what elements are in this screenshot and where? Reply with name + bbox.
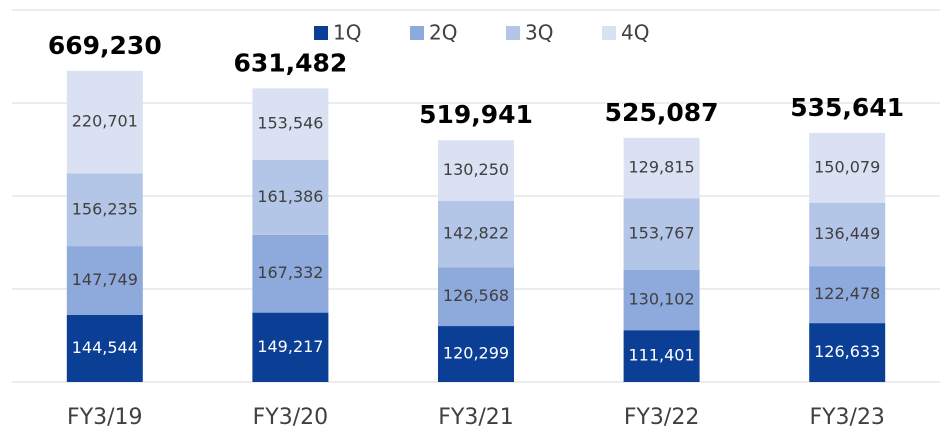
total-label: 525,087 bbox=[605, 98, 719, 127]
data-label: 130,250 bbox=[443, 160, 509, 179]
bar-segment bbox=[623, 198, 700, 270]
bar-segment bbox=[809, 132, 886, 203]
bar-segment bbox=[809, 266, 886, 324]
bar-segment bbox=[252, 88, 329, 160]
data-label: 153,546 bbox=[257, 114, 323, 133]
data-label: 111,401 bbox=[629, 346, 695, 365]
bar-segment bbox=[66, 70, 143, 174]
data-label: 142,822 bbox=[443, 224, 509, 243]
data-label: 156,235 bbox=[72, 199, 138, 218]
total-label: 669,230 bbox=[48, 31, 162, 60]
legend-swatch bbox=[410, 26, 424, 40]
x-tick-label: FY3/23 bbox=[809, 405, 885, 430]
bar-segment bbox=[623, 269, 700, 331]
data-label: 220,701 bbox=[72, 112, 138, 131]
legend-swatch bbox=[602, 26, 616, 40]
bar-segment bbox=[66, 173, 143, 247]
bar-segment bbox=[438, 326, 514, 382]
bar-segment bbox=[66, 246, 143, 315]
x-tick-label: FY3/22 bbox=[624, 405, 700, 430]
x-tick-label: FY3/20 bbox=[253, 405, 329, 430]
bar-segment bbox=[809, 202, 886, 267]
x-tick-label: FY3/21 bbox=[438, 405, 514, 430]
data-label: 161,386 bbox=[257, 187, 323, 206]
total-label: 519,941 bbox=[419, 100, 533, 129]
bar-segment bbox=[438, 140, 514, 201]
bar-segment bbox=[438, 267, 514, 327]
legend-label: 4Q bbox=[621, 21, 649, 45]
bar-segment bbox=[252, 159, 329, 235]
data-label: 153,767 bbox=[629, 223, 695, 242]
data-label: 149,217 bbox=[257, 337, 323, 356]
bar-segment bbox=[623, 137, 700, 199]
data-label: 130,102 bbox=[629, 289, 695, 308]
legend-label: 1Q bbox=[333, 21, 361, 45]
bar-segment bbox=[252, 312, 329, 382]
bar-segment bbox=[252, 234, 329, 313]
bar-segment bbox=[66, 314, 143, 382]
legend-swatch bbox=[314, 26, 328, 40]
data-label: 150,079 bbox=[814, 157, 880, 176]
data-label: 136,449 bbox=[814, 224, 880, 243]
data-label: 147,749 bbox=[72, 270, 138, 289]
data-label: 120,299 bbox=[443, 344, 509, 363]
bar-segment bbox=[438, 200, 514, 268]
data-label: 144,544 bbox=[72, 338, 138, 357]
legend-label: 2Q bbox=[429, 21, 457, 45]
total-label: 535,641 bbox=[790, 93, 904, 122]
data-label: 126,633 bbox=[814, 342, 880, 361]
legend-swatch bbox=[506, 26, 520, 40]
bar-segment bbox=[623, 330, 700, 382]
total-label: 631,482 bbox=[233, 48, 347, 77]
data-label: 126,568 bbox=[443, 286, 509, 305]
data-label: 167,332 bbox=[257, 263, 323, 282]
bar-segment bbox=[809, 323, 886, 382]
x-tick-label: FY3/19 bbox=[67, 405, 143, 430]
legend-label: 3Q bbox=[525, 21, 553, 45]
data-label: 129,815 bbox=[629, 158, 695, 177]
data-label: 122,478 bbox=[814, 284, 880, 303]
